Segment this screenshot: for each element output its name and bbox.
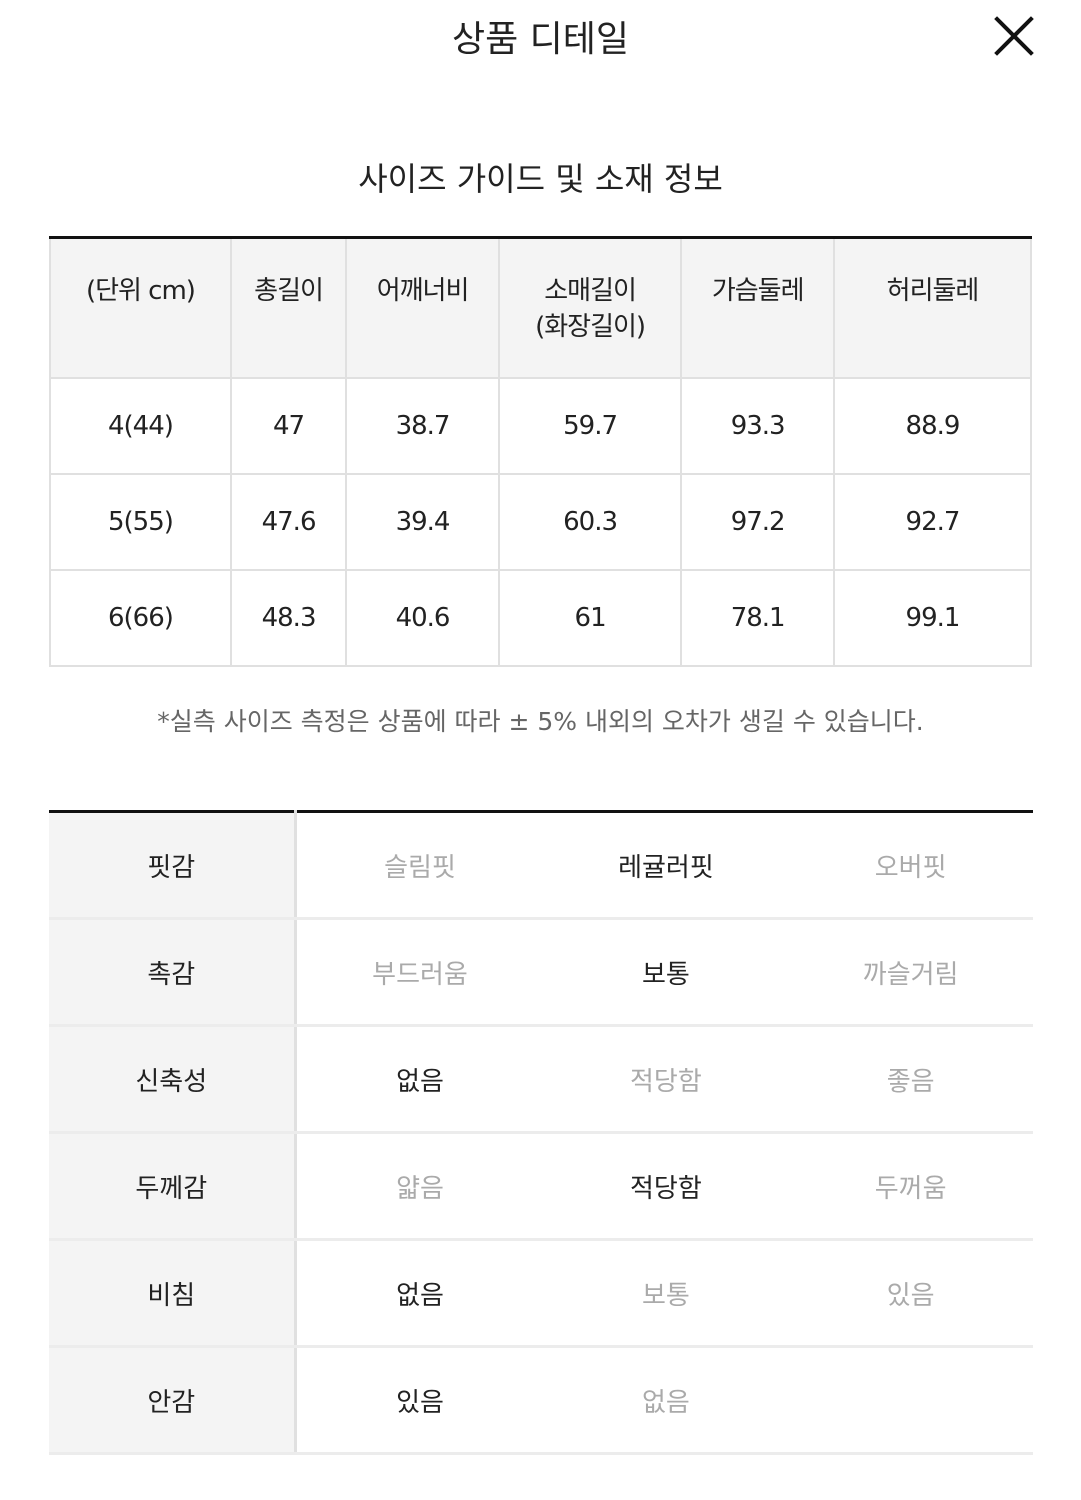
- material-table: 핏감 슬림핏 레귤러핏 오버핏 촉감 부드러움 보통 까슬거림 신축성 없음 적당함 좋음 두께감 얇음 적…: [49, 810, 1033, 1455]
- material-option: 두꺼움: [788, 1132, 1033, 1241]
- material-label: 촉감: [49, 918, 297, 1027]
- material-row: 촉감 부드러움 보통 까슬거림: [49, 918, 1033, 1027]
- material-option: 얇음: [295, 1132, 544, 1241]
- size-value: 92.7: [833, 472, 1032, 571]
- material-option: 보통: [543, 918, 789, 1027]
- size-value: 60.3: [497, 472, 683, 571]
- header-cell: 어깨너비: [345, 236, 500, 379]
- size-value: 38.7: [345, 376, 500, 475]
- material-option: 부드러움: [295, 918, 544, 1027]
- material-label: 핏감: [49, 810, 297, 920]
- material-row: 신축성 없음 적당함 좋음: [49, 1025, 1033, 1134]
- size-value: 78.1: [680, 568, 835, 667]
- close-icon[interactable]: [990, 12, 1038, 60]
- header-cell: (단위 cm): [49, 236, 232, 379]
- header-cell: 허리둘레: [833, 236, 1032, 379]
- section-title: 사이즈 가이드 및 소재 정보: [358, 160, 723, 198]
- material-label: 비침: [49, 1239, 297, 1348]
- size-label: 6(66): [49, 568, 232, 667]
- size-value: 88.9: [833, 376, 1032, 475]
- material-row: 두께감 얇음 적당함 두꺼움: [49, 1132, 1033, 1241]
- size-value: 99.1: [833, 568, 1032, 667]
- header-cell: 총길이: [229, 236, 348, 379]
- table-row: 6(66) 48.3 40.6 61 78.1 99.1: [49, 568, 1032, 667]
- material-option: 보통: [543, 1239, 789, 1348]
- size-label: 4(44): [49, 376, 232, 475]
- material-row: 안감 있음 없음: [49, 1346, 1033, 1455]
- material-option: 슬림핏: [295, 810, 544, 920]
- table-row: 4(44) 47 38.7 59.7 93.3 88.9: [49, 376, 1032, 475]
- material-option: 없음: [295, 1239, 544, 1348]
- material-option: 오버핏: [788, 810, 1033, 920]
- material-label: 신축성: [49, 1025, 297, 1134]
- size-label: 5(55): [49, 472, 232, 571]
- size-value: 61: [497, 568, 683, 667]
- material-option: 적당함: [543, 1132, 789, 1241]
- header-cell: 가슴둘레: [680, 236, 835, 379]
- material-option: 없음: [295, 1025, 544, 1134]
- size-note: *실측 사이즈 측정은 상품에 따라 ± 5% 내외의 오차가 생길 수 있습니…: [157, 707, 924, 736]
- material-row: 비침 없음 보통 있음: [49, 1239, 1033, 1348]
- size-value: 97.2: [680, 472, 835, 571]
- material-label: 두께감: [49, 1132, 297, 1241]
- material-label: 안감: [49, 1346, 297, 1455]
- page-title: 상품 디테일: [451, 19, 630, 60]
- material-option: 좋음: [788, 1025, 1033, 1134]
- material-row: 핏감 슬림핏 레귤러핏 오버핏: [49, 810, 1033, 920]
- size-value: 48.3: [229, 568, 348, 667]
- size-value: 93.3: [680, 376, 835, 475]
- size-value: 47.6: [229, 472, 348, 571]
- size-table: (단위 cm) 총길이 어깨너비 소매길이 (화장길이) 가슴둘레 허리둘레 4…: [49, 236, 1032, 667]
- size-table-header: (단위 cm) 총길이 어깨너비 소매길이 (화장길이) 가슴둘레 허리둘레: [49, 236, 1032, 379]
- material-option: 없음: [543, 1346, 789, 1455]
- size-value: 47: [229, 376, 348, 475]
- size-value: 59.7: [497, 376, 683, 475]
- table-row: 5(55) 47.6 39.4 60.3 97.2 92.7: [49, 472, 1032, 571]
- size-value: 40.6: [345, 568, 500, 667]
- size-value: 39.4: [345, 472, 500, 571]
- header-cell: 소매길이 (화장길이): [497, 236, 683, 379]
- material-option: 레귤러핏: [543, 810, 789, 920]
- material-option: [788, 1346, 1033, 1455]
- material-option: 까슬거림: [788, 918, 1033, 1027]
- material-option: 적당함: [543, 1025, 789, 1134]
- material-option: 있음: [788, 1239, 1033, 1348]
- material-option: 있음: [295, 1346, 544, 1455]
